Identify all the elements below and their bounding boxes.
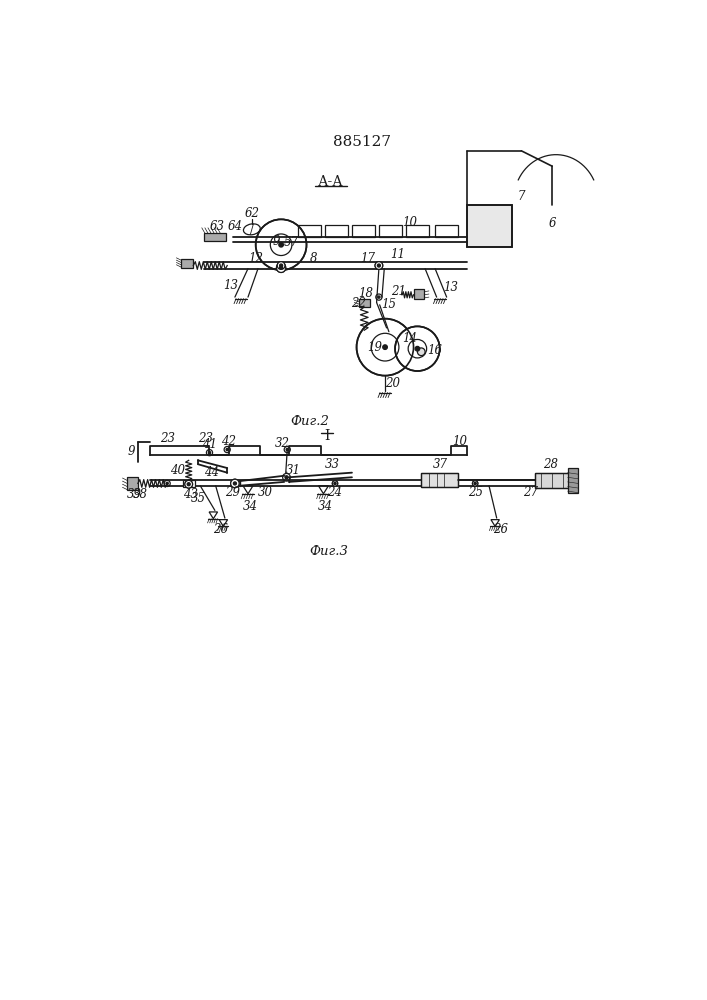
Text: 23: 23 <box>160 432 175 445</box>
Text: 18: 18 <box>358 287 373 300</box>
Text: 57: 57 <box>284 236 298 249</box>
Circle shape <box>417 348 425 356</box>
Text: 14: 14 <box>402 332 417 345</box>
Circle shape <box>166 482 168 485</box>
Text: 25: 25 <box>467 486 483 499</box>
Text: I: I <box>325 429 330 443</box>
Bar <box>406 225 429 237</box>
Circle shape <box>230 479 239 488</box>
Text: 16: 16 <box>427 344 442 358</box>
Circle shape <box>375 262 382 269</box>
Bar <box>535 473 569 488</box>
Circle shape <box>474 482 477 485</box>
Text: 34: 34 <box>243 500 258 513</box>
Bar <box>182 480 195 487</box>
Circle shape <box>378 264 380 267</box>
Text: 43: 43 <box>182 488 198 501</box>
Circle shape <box>382 345 387 349</box>
Text: 42: 42 <box>221 435 236 448</box>
Bar <box>325 225 348 237</box>
Bar <box>379 225 402 237</box>
Text: 35: 35 <box>190 492 206 505</box>
Bar <box>568 468 578 493</box>
Text: 8: 8 <box>310 252 317 265</box>
Text: 64: 64 <box>228 220 243 233</box>
Circle shape <box>356 319 414 376</box>
Text: 30: 30 <box>258 486 273 499</box>
Circle shape <box>256 219 307 270</box>
Bar <box>535 473 569 488</box>
Text: 19: 19 <box>368 341 382 354</box>
Text: 21: 21 <box>391 285 406 298</box>
Circle shape <box>279 242 284 247</box>
Circle shape <box>187 483 190 486</box>
Bar <box>359 299 370 307</box>
Bar <box>127 477 138 490</box>
Circle shape <box>279 266 283 269</box>
Text: 31: 31 <box>286 464 301 477</box>
Text: Фиг.3: Фиг.3 <box>310 545 349 558</box>
Text: 23: 23 <box>198 432 213 445</box>
Bar <box>298 225 321 237</box>
Text: 29: 29 <box>225 486 240 499</box>
Bar <box>421 473 458 487</box>
Text: 10: 10 <box>452 435 467 448</box>
Circle shape <box>378 296 380 298</box>
Bar <box>204 233 226 241</box>
Text: 6: 6 <box>549 217 556 230</box>
Text: 15: 15 <box>381 298 397 311</box>
Bar <box>421 473 458 487</box>
Circle shape <box>334 482 336 485</box>
Circle shape <box>415 346 420 351</box>
Text: 44: 44 <box>204 466 219 479</box>
Text: Фиг.2: Фиг.2 <box>290 415 329 428</box>
Circle shape <box>279 264 283 267</box>
Text: 9: 9 <box>273 235 280 248</box>
Text: 38: 38 <box>133 488 148 501</box>
Text: 63: 63 <box>210 220 225 233</box>
Text: 885127: 885127 <box>333 135 391 149</box>
Text: 32: 32 <box>274 437 289 450</box>
Circle shape <box>286 448 288 451</box>
Text: 41: 41 <box>202 438 217 451</box>
Text: 13: 13 <box>443 281 458 294</box>
Circle shape <box>276 263 286 272</box>
Circle shape <box>332 481 338 486</box>
Circle shape <box>209 451 211 454</box>
Text: 17: 17 <box>360 252 375 265</box>
Text: 33: 33 <box>325 458 340 471</box>
Circle shape <box>226 448 228 451</box>
Text: 26: 26 <box>214 523 228 536</box>
Text: 27: 27 <box>523 486 538 499</box>
Bar <box>467 205 512 247</box>
Bar <box>435 225 458 237</box>
Text: 34: 34 <box>318 500 333 513</box>
Text: 12: 12 <box>248 252 263 265</box>
Text: 13: 13 <box>223 279 238 292</box>
Circle shape <box>185 480 192 488</box>
Text: 9: 9 <box>127 445 135 458</box>
Circle shape <box>395 326 440 371</box>
Text: 28: 28 <box>543 458 558 471</box>
Bar <box>352 225 375 237</box>
Bar <box>181 259 193 268</box>
Text: 10: 10 <box>402 216 417 229</box>
Text: 11: 11 <box>391 248 406 261</box>
Bar <box>467 205 512 247</box>
Text: 37: 37 <box>433 458 448 471</box>
Circle shape <box>277 262 285 269</box>
Text: 26: 26 <box>493 523 508 536</box>
Text: 24: 24 <box>327 486 342 499</box>
Circle shape <box>285 476 288 479</box>
Circle shape <box>233 482 236 485</box>
Text: А-А: А-А <box>318 175 344 189</box>
Circle shape <box>472 481 478 486</box>
Text: 62: 62 <box>245 207 259 220</box>
Text: 7: 7 <box>518 190 525 204</box>
Text: 39: 39 <box>127 488 141 501</box>
Text: 20: 20 <box>385 377 400 390</box>
Bar <box>414 289 424 299</box>
Text: 40: 40 <box>170 464 185 477</box>
Text: 22: 22 <box>351 297 366 310</box>
